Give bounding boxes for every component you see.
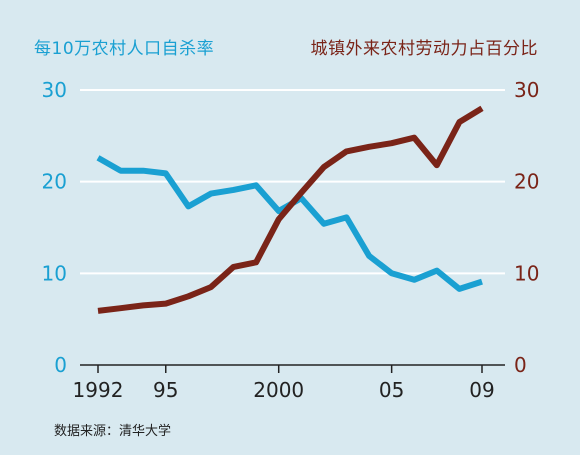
source-note: 数据来源：清华大学 — [54, 424, 172, 439]
x-tick-label: 09 — [469, 378, 494, 402]
series-lines — [96, 105, 484, 314]
series-line-migrant-share — [97, 105, 484, 314]
y-right-tick-label: 0 — [514, 353, 527, 377]
x-tick-label: 95 — [153, 378, 178, 402]
axis-ticks: 0 0 10 10 20 20 30 30 1992 95 2000 05 09 — [42, 78, 540, 402]
y-left-tick-label: 10 — [42, 261, 67, 285]
x-tick-label: 2000 — [253, 378, 304, 402]
legend-right-series: 城镇外来农村劳动力占百分比 — [310, 39, 538, 59]
legend-left-series: 每10万农村人口自杀率 — [34, 39, 215, 59]
y-right-tick-label: 30 — [514, 78, 539, 102]
series-line-suicide-rate — [96, 155, 483, 292]
y-left-tick-label: 20 — [42, 170, 67, 194]
x-tick-label: 1992 — [73, 378, 124, 402]
y-right-tick-label: 20 — [514, 170, 539, 194]
grid-lines — [80, 89, 505, 366]
y-left-tick-label: 30 — [42, 78, 67, 102]
x-tick-label: 05 — [379, 378, 404, 402]
y-right-tick-label: 10 — [514, 261, 539, 285]
y-left-tick-label: 0 — [54, 353, 67, 377]
